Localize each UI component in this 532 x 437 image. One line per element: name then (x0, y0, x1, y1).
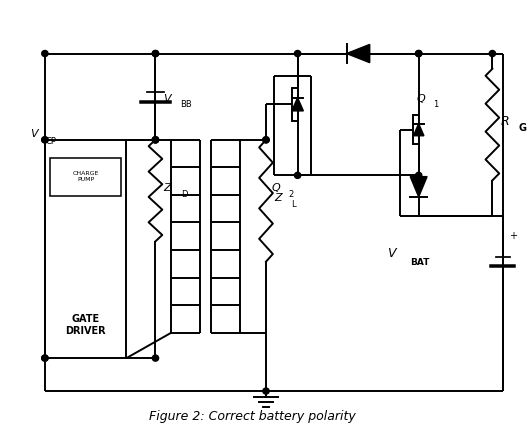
Text: BAT: BAT (410, 258, 429, 267)
Circle shape (152, 137, 159, 143)
Polygon shape (413, 124, 424, 136)
Circle shape (152, 51, 159, 56)
Circle shape (152, 355, 159, 361)
FancyBboxPatch shape (50, 158, 121, 196)
Text: G: G (518, 123, 526, 133)
Circle shape (415, 51, 422, 56)
Text: L: L (291, 200, 296, 209)
Text: Figure 2: Correct battery polarity: Figure 2: Correct battery polarity (149, 410, 356, 423)
Circle shape (263, 388, 269, 394)
Circle shape (41, 355, 48, 361)
Text: GATE
DRIVER: GATE DRIVER (65, 314, 106, 336)
Text: 2: 2 (289, 190, 294, 199)
Text: $Z$: $Z$ (163, 180, 173, 193)
Text: $V$: $V$ (163, 92, 173, 104)
Text: $Z$: $Z$ (274, 191, 284, 203)
Circle shape (263, 137, 269, 143)
Text: $V$: $V$ (30, 127, 40, 139)
Circle shape (415, 51, 422, 56)
Text: BB: BB (180, 100, 192, 109)
Text: +: + (509, 231, 517, 241)
Polygon shape (410, 177, 427, 197)
Text: 1: 1 (434, 100, 439, 109)
Text: $Q$: $Q$ (271, 180, 281, 194)
Text: CP: CP (46, 137, 57, 146)
Polygon shape (346, 45, 370, 62)
Circle shape (41, 137, 48, 143)
Circle shape (41, 355, 48, 361)
Circle shape (152, 137, 159, 143)
Circle shape (489, 51, 495, 56)
Text: CHARGE
PUMP: CHARGE PUMP (72, 171, 99, 182)
Circle shape (41, 137, 48, 143)
Circle shape (294, 172, 301, 178)
Circle shape (152, 137, 159, 143)
Text: $V$: $V$ (387, 246, 398, 260)
Circle shape (294, 51, 301, 56)
FancyBboxPatch shape (45, 140, 127, 358)
Circle shape (415, 172, 422, 178)
Text: $Q$: $Q$ (416, 92, 426, 105)
Text: D: D (181, 190, 187, 199)
Circle shape (41, 51, 48, 56)
Polygon shape (292, 98, 303, 111)
Circle shape (263, 137, 269, 143)
Circle shape (152, 51, 159, 56)
Text: $R$: $R$ (500, 114, 510, 128)
